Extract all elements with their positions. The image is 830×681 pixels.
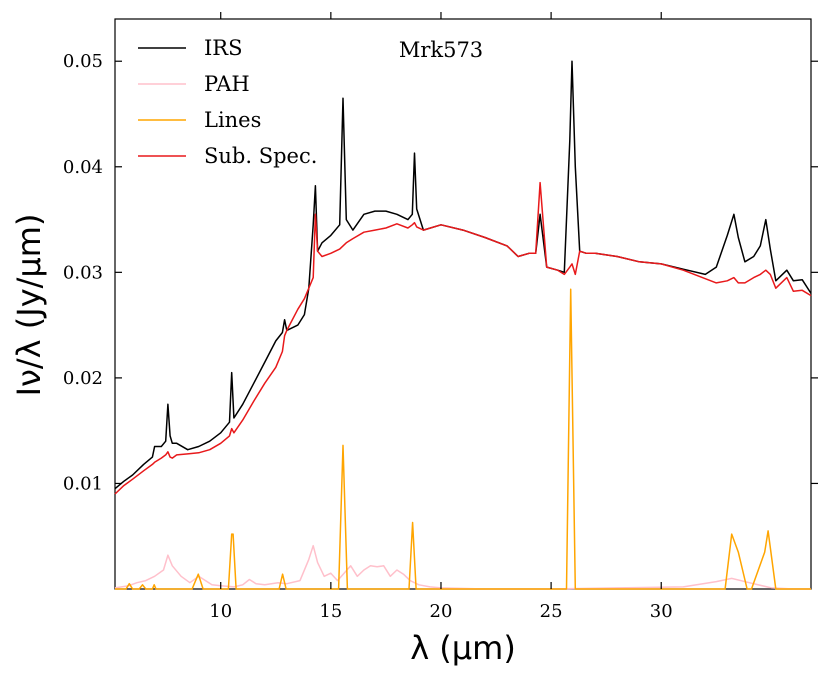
- chart-title: Mrk573: [399, 38, 483, 62]
- y-tick-label: 0.05: [63, 51, 103, 72]
- x-axis-title: λ (μm): [410, 629, 516, 667]
- y-tick-label: 0.02: [63, 368, 103, 389]
- legend-label-lines: Lines: [204, 108, 261, 132]
- series-line-sub-spec: [114, 181, 812, 495]
- x-tick-label: 25: [540, 601, 563, 622]
- legend: IRS PAH Lines Sub. Spec.: [138, 36, 317, 168]
- x-tick-label: 30: [650, 601, 673, 622]
- plot-frame: [114, 18, 812, 590]
- series-line-irs: [114, 60, 812, 490]
- legend-label-sub-spec: Sub. Spec.: [204, 144, 317, 168]
- x-tick-label: 20: [430, 601, 453, 622]
- legend-label-irs: IRS: [204, 36, 243, 60]
- y-tick-label: 0.03: [63, 262, 103, 283]
- y-axis-title: Iν/λ (Jy/μm): [10, 214, 48, 397]
- ticks-layer: 10 15 20 25 30 0.01 0.02 0.03 0.04 0.05: [63, 12, 818, 622]
- y-tick-label: 0.04: [63, 157, 103, 178]
- legend-label-pah: PAH: [204, 72, 250, 96]
- x-tick-label: 15: [319, 601, 342, 622]
- y-tick-label: 0.01: [63, 473, 103, 494]
- series-layer: [114, 60, 812, 590]
- x-tick-label: 10: [209, 601, 232, 622]
- series-line-pah: [114, 544, 811, 590]
- series-line-lines: [115, 288, 811, 590]
